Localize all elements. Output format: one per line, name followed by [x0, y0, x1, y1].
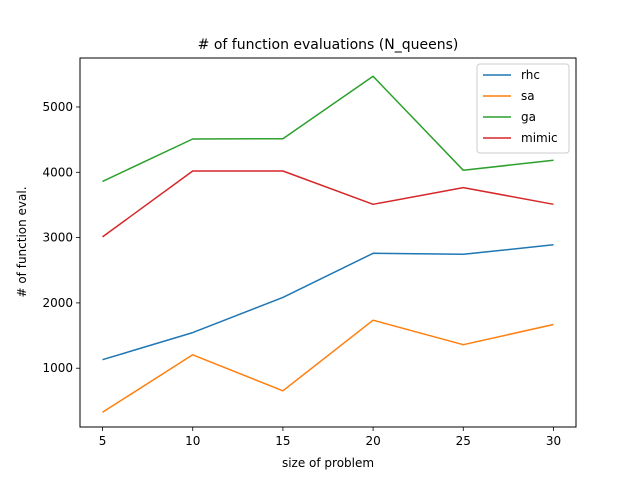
series-line-sa — [102, 319, 554, 413]
chart-title: # of function evaluations (N_queens) — [198, 37, 459, 53]
x-axis-label: size of problem — [282, 456, 374, 470]
x-tick-label: 10 — [185, 434, 200, 448]
y-axis: 1000 2000 3000 4000 5000 — [42, 100, 80, 375]
x-tick-label: 30 — [546, 434, 561, 448]
legend-label-ga: ga — [521, 110, 536, 124]
x-tick-label: 15 — [275, 434, 290, 448]
x-axis: 5 10 15 20 25 30 — [99, 427, 561, 448]
y-tick-label: 3000 — [42, 231, 73, 245]
legend-label-rhc: rhc — [521, 68, 540, 82]
y-tick-label: 5000 — [42, 100, 73, 114]
y-tick-label: 4000 — [42, 165, 73, 179]
plot-frame — [79, 57, 577, 428]
y-axis-label: # of function eval. — [15, 186, 29, 297]
x-tick-label: 20 — [365, 434, 380, 448]
legend-box — [476, 63, 570, 154]
x-tick-label: 5 — [99, 434, 107, 448]
legend-label-sa: sa — [521, 89, 535, 103]
y-tick-label: 1000 — [42, 361, 73, 375]
series-line-ga — [102, 75, 554, 183]
y-tick-label: 2000 — [42, 296, 73, 310]
legend: rhc sa ga mimic — [476, 63, 570, 154]
plot-lines — [102, 75, 554, 413]
legend-label-mimic: mimic — [521, 131, 558, 145]
series-line-rhc — [102, 244, 554, 361]
series-line-mimic — [102, 170, 554, 238]
x-tick-label: 25 — [456, 434, 471, 448]
